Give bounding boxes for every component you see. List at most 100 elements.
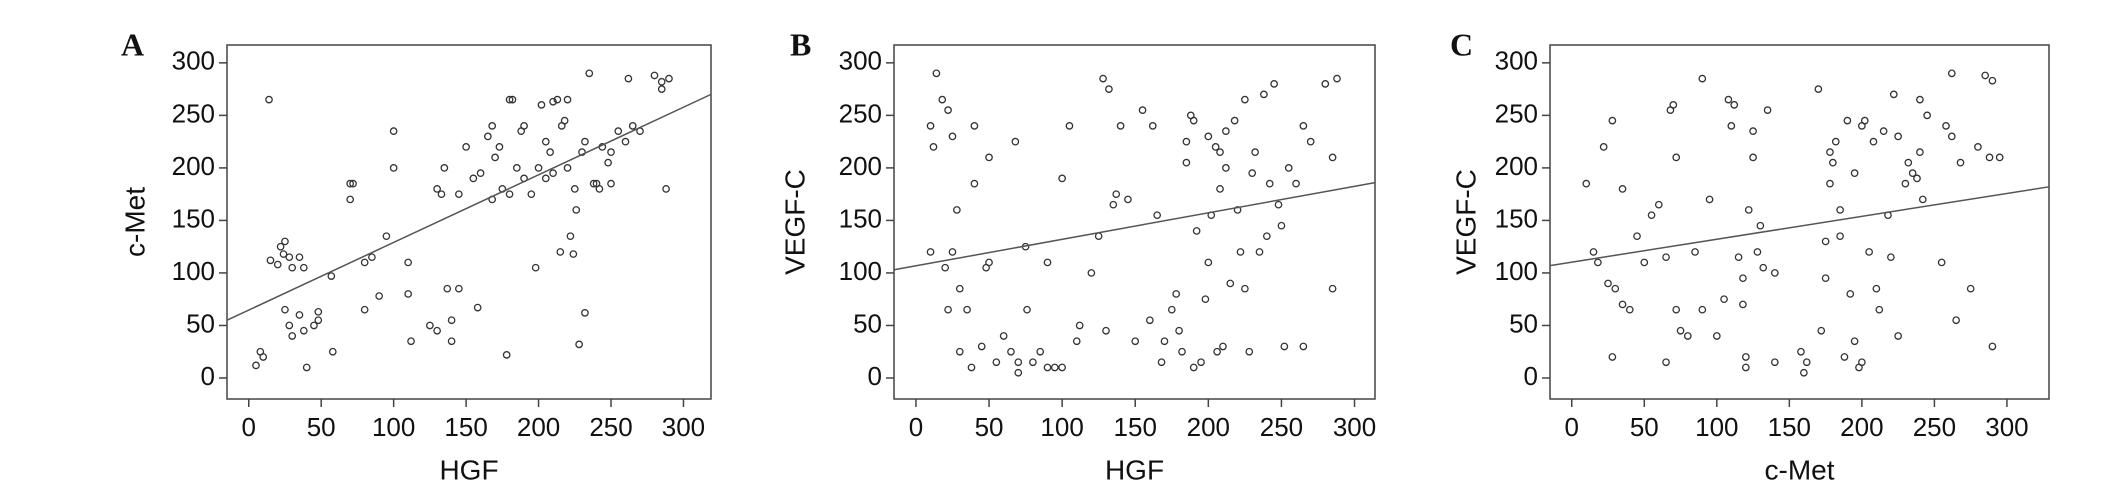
data-point (1138, 106, 1147, 114)
data-point (657, 77, 666, 86)
data-point (1213, 347, 1221, 356)
y-tick-label: 50 (853, 308, 882, 338)
data-point (1241, 95, 1249, 104)
data-point (953, 206, 961, 214)
data-point (349, 179, 357, 188)
data-point (1608, 116, 1617, 125)
data-point (1901, 179, 1910, 188)
data-point (1036, 347, 1045, 356)
y-tick-label: 150 (172, 203, 215, 233)
data-point (1814, 85, 1823, 93)
data-point (299, 326, 308, 335)
x-tick-label: 300 (1333, 412, 1376, 442)
data-point (1608, 353, 1617, 361)
data-point (1869, 137, 1878, 146)
data-point (1956, 158, 1965, 167)
plot-frame (226, 44, 712, 400)
data-point (624, 74, 633, 83)
data-point (541, 174, 550, 183)
data-point (382, 232, 391, 241)
data-point (1662, 358, 1670, 367)
data-point (1966, 284, 1975, 293)
data-point (455, 284, 463, 293)
data-point (1923, 111, 1932, 120)
data-point (281, 305, 289, 314)
data-point (1817, 326, 1826, 335)
x-tick-label: 200 (1187, 412, 1230, 442)
data-point (505, 190, 514, 199)
y-axis-label: VEGF-C (779, 169, 810, 275)
data-point (1821, 274, 1830, 283)
data-point (1087, 269, 1096, 277)
data-point (1846, 290, 1855, 298)
data-point (1306, 137, 1315, 146)
data-point (279, 250, 288, 258)
data-point (433, 326, 441, 335)
data-point (259, 353, 268, 361)
data-point (1826, 179, 1834, 188)
data-point (1672, 305, 1681, 314)
y-tick-label: 150 (1495, 203, 1538, 233)
data-point (483, 132, 492, 141)
data-point (327, 272, 336, 280)
data-point (1720, 295, 1728, 304)
data-point (575, 340, 583, 349)
data-point (1245, 347, 1254, 356)
data-point (1222, 164, 1230, 172)
x-tick-label: 250 (1260, 412, 1303, 442)
data-point (1942, 122, 1950, 130)
trend-line (893, 181, 1376, 271)
data-point (295, 311, 304, 319)
y-tick-label: 50 (1509, 308, 1538, 338)
x-tick-label: 200 (517, 412, 560, 442)
data-point (1153, 211, 1162, 220)
data-point (447, 337, 456, 346)
data-point (628, 122, 637, 130)
data-point (1102, 326, 1110, 335)
data-point (1292, 179, 1300, 188)
data-point (1974, 143, 1982, 151)
data-point (650, 71, 659, 80)
data-point (537, 101, 546, 109)
data-point (621, 137, 630, 146)
x-tick-label: 0 (1565, 412, 1579, 442)
data-point (1175, 326, 1183, 335)
data-point (1753, 248, 1762, 256)
data-point (1241, 284, 1249, 293)
data-point (1299, 122, 1308, 130)
y-tick-label: 200 (172, 151, 215, 181)
data-point (520, 122, 528, 130)
data-point (955, 284, 964, 293)
data-point (1160, 337, 1169, 346)
data-point (1669, 101, 1678, 109)
data-point (1625, 305, 1634, 314)
data-point (360, 305, 369, 314)
data-point (1131, 337, 1140, 346)
data-point (1072, 337, 1081, 346)
data-point (581, 309, 589, 317)
data-point (948, 248, 957, 256)
data-point (1843, 116, 1852, 125)
data-point (1065, 122, 1074, 130)
y-tick-label: 100 (172, 256, 215, 286)
data-point (1599, 143, 1608, 151)
data-point (534, 164, 543, 172)
data-point (1741, 363, 1750, 372)
x-tick-label: 0 (242, 412, 256, 442)
data-point (932, 69, 941, 78)
panel: 0 50 100 150 200 250 300 0 50 100 150 200 250 300 c-Me… (1450, 26, 2050, 485)
data-point (1647, 211, 1656, 220)
data-point (1204, 132, 1213, 141)
data-point (1981, 71, 1990, 80)
data-point (252, 361, 260, 370)
data-point (295, 253, 304, 262)
y-tick-label: 0 (868, 361, 882, 391)
data-point (662, 185, 670, 193)
data-point (1672, 153, 1681, 162)
data-point (572, 206, 581, 214)
data-point (1299, 342, 1308, 351)
data-point (1770, 358, 1779, 367)
data-point (1251, 148, 1259, 156)
trend-line (226, 93, 712, 321)
data-point (948, 132, 957, 141)
